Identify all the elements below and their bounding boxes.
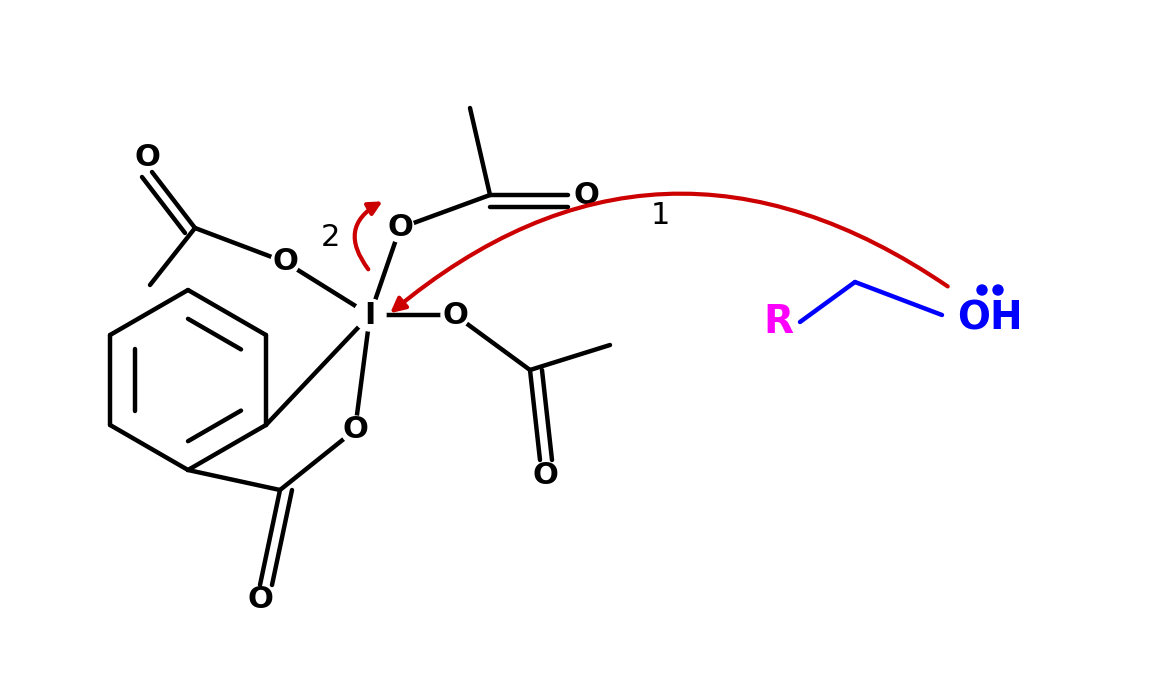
Text: O: O: [134, 142, 159, 171]
Text: O: O: [247, 585, 273, 614]
Text: I: I: [364, 300, 376, 329]
Text: O: O: [532, 460, 558, 489]
Text: O: O: [342, 416, 368, 445]
Text: O: O: [573, 180, 599, 209]
Text: OH: OH: [958, 299, 1023, 337]
Circle shape: [354, 299, 386, 331]
Circle shape: [441, 301, 469, 329]
Text: O: O: [442, 300, 468, 329]
Circle shape: [341, 416, 369, 444]
Text: O: O: [387, 213, 413, 242]
Circle shape: [386, 214, 414, 242]
Circle shape: [977, 285, 987, 295]
Text: 2: 2: [320, 223, 340, 252]
Circle shape: [993, 285, 1003, 295]
Text: R: R: [763, 303, 793, 341]
Text: O: O: [272, 248, 298, 277]
Text: 1: 1: [650, 200, 669, 230]
Circle shape: [271, 248, 299, 276]
